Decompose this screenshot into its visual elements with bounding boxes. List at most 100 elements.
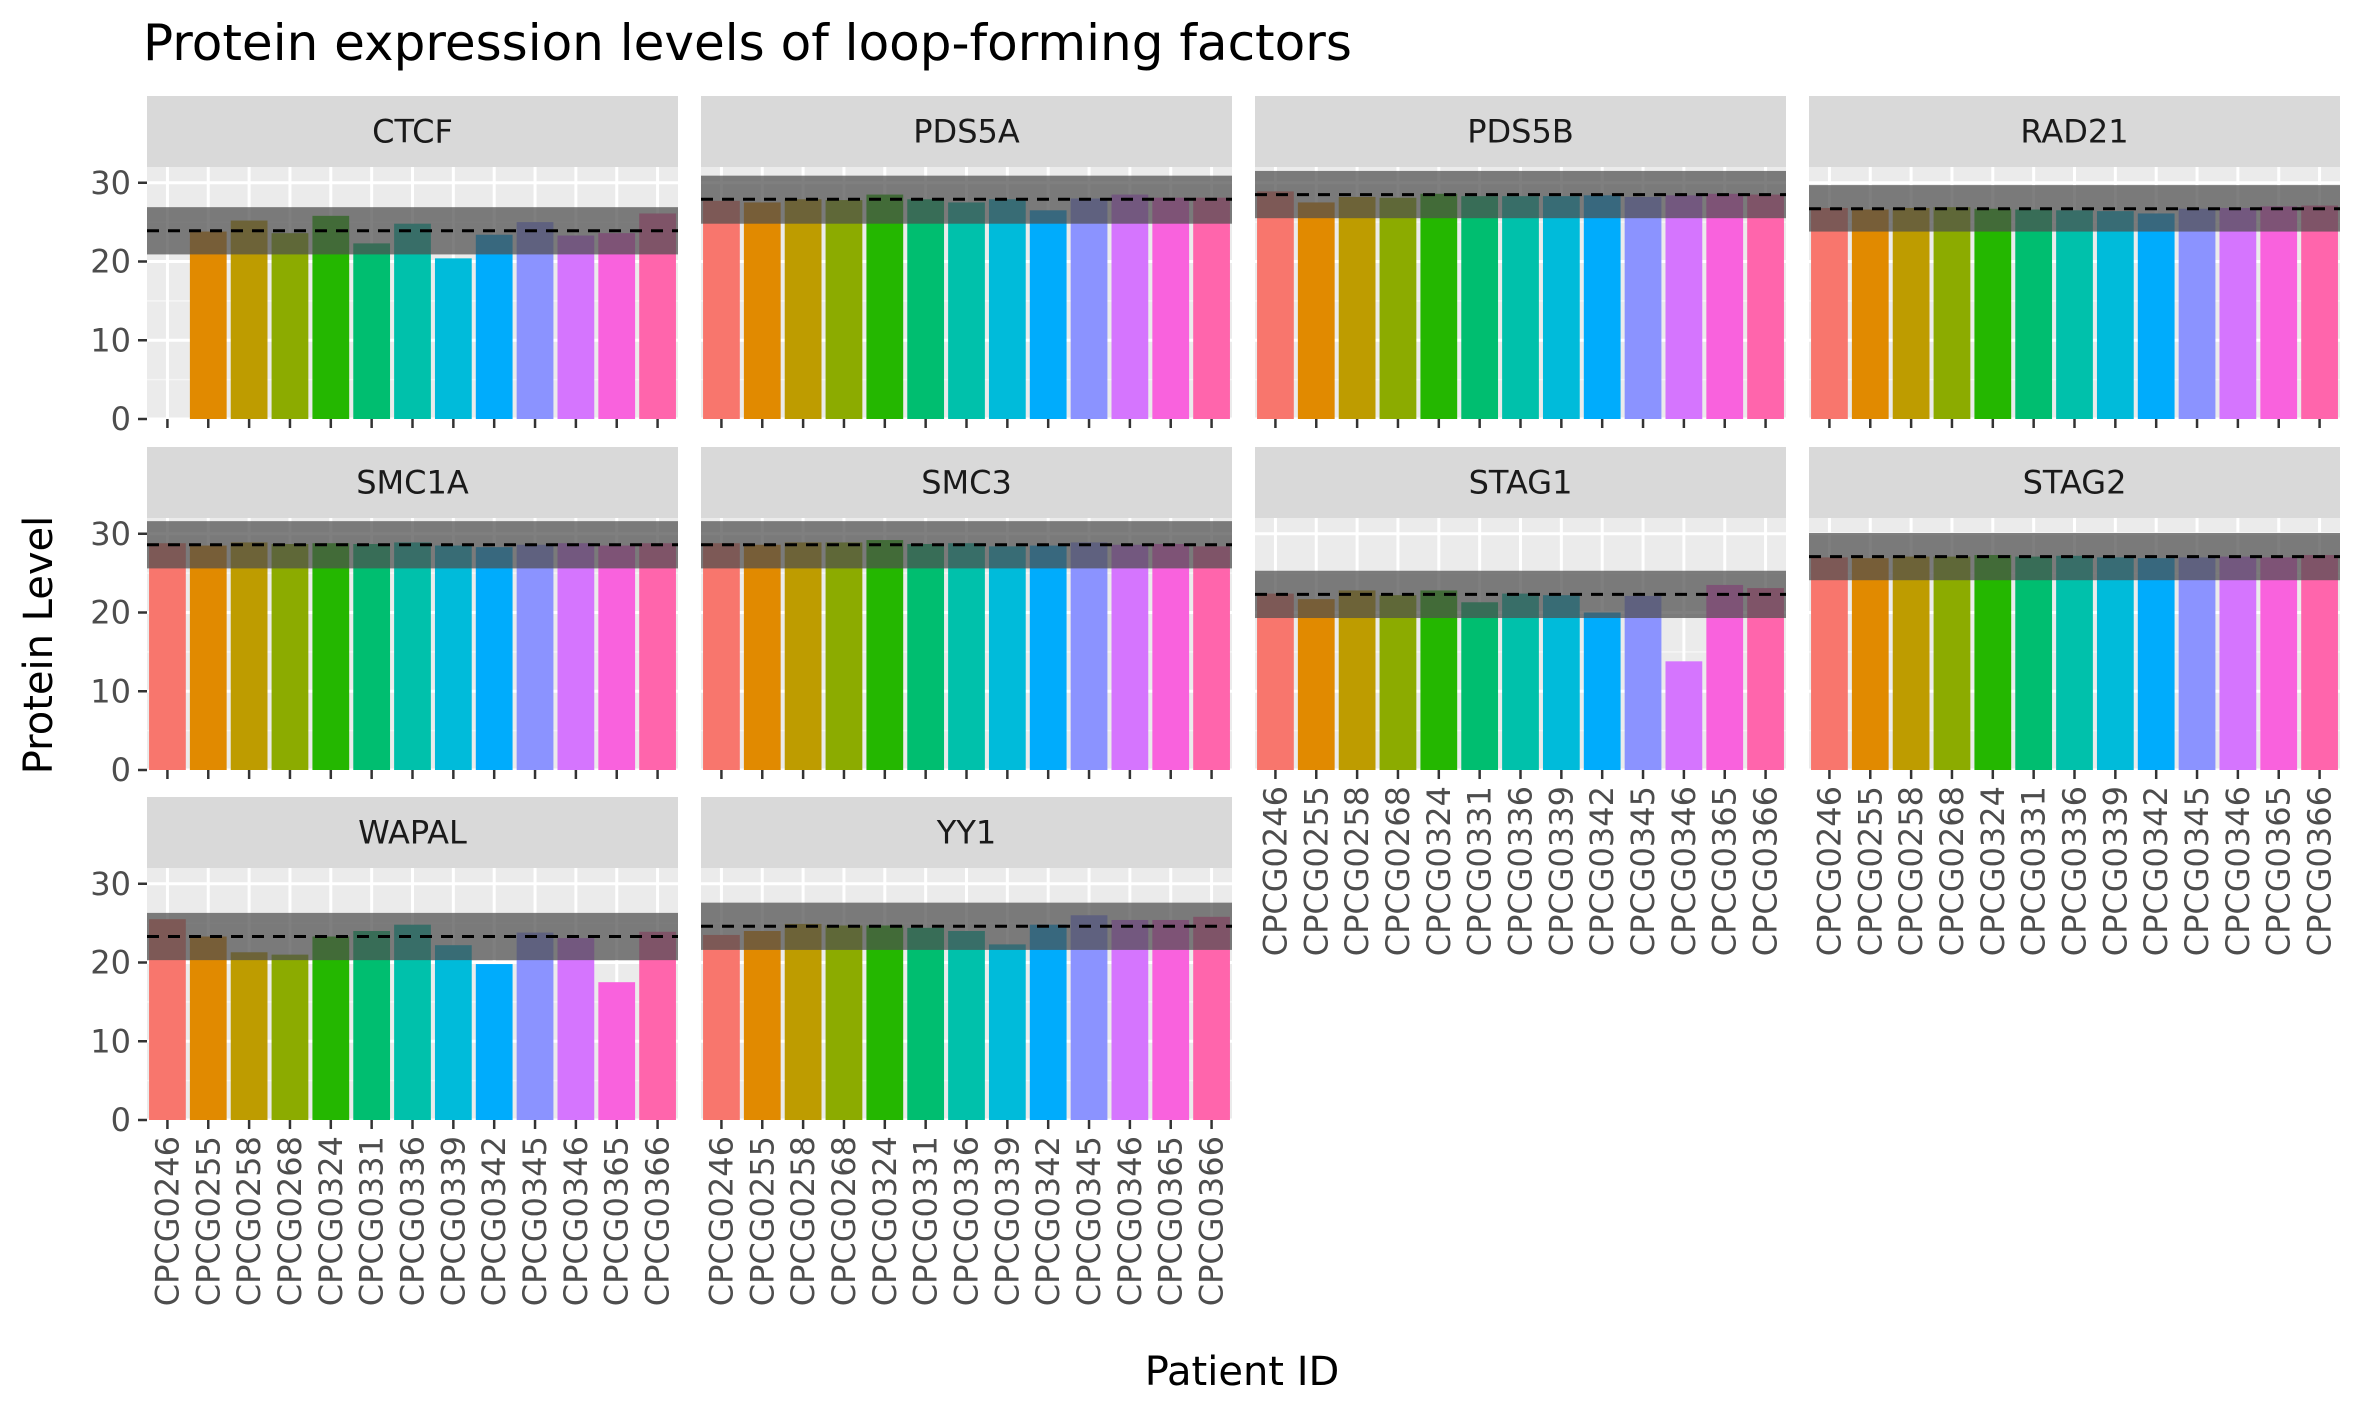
x-tick-label: CPCG0324	[312, 1136, 350, 1306]
facet-strip-label: SMC1A	[356, 464, 469, 502]
bar-cpcg0342	[475, 234, 513, 419]
y-tick-label: 0	[111, 751, 131, 789]
bar-cpcg0268	[271, 954, 309, 1120]
bar-cpcg0345	[1624, 595, 1662, 770]
bar-cpcg0258	[784, 199, 822, 419]
bar-cpcg0336	[2056, 210, 2093, 419]
bar-cpcg0324	[1974, 208, 2012, 419]
x-tick-label: CPCG0246	[148, 1136, 186, 1306]
y-tick-label: 20	[90, 944, 131, 982]
x-tick-label: CPCG0258	[230, 1136, 268, 1306]
bar-cpcg0268	[1933, 556, 1971, 770]
bar-cpcg0268	[825, 925, 863, 1120]
x-tick-label: CPCG0365	[1152, 1136, 1190, 1306]
bar-cpcg0324	[1974, 555, 2012, 770]
bar-cpcg0342	[1029, 545, 1067, 770]
y-tick-label: 0	[111, 400, 131, 438]
bar-cpcg0342	[2137, 213, 2175, 419]
bar-cpcg0365	[1152, 919, 1190, 1120]
facet-panel-smc3: SMC3	[701, 447, 1232, 779]
bar-cpcg0345	[1624, 196, 1662, 419]
bar-cpcg0331	[353, 243, 391, 419]
x-tick-label: CPCG0342	[2137, 786, 2175, 956]
bar-cpcg0255	[189, 231, 227, 419]
x-tick-label: CPCG0255	[1297, 786, 1335, 956]
bar-cpcg0324	[1420, 193, 1458, 419]
bar-cpcg0268	[825, 200, 863, 419]
x-tick-label: CPCG0336	[948, 1136, 986, 1306]
y-tick-label: 10	[90, 321, 131, 359]
x-tick-label: CPCG0345	[2178, 786, 2216, 956]
bar-cpcg0346	[1111, 194, 1149, 419]
x-tick-label: CPCG0268	[825, 1136, 863, 1306]
bar-cpcg0346	[1111, 544, 1149, 770]
x-tick-label: CPCG0345	[516, 1136, 554, 1306]
bar-cpcg0258	[230, 952, 268, 1120]
bar-cpcg0324	[866, 925, 904, 1120]
y-tick-label: 30	[90, 865, 131, 903]
facet-panel-smc1a: SMC1A 0 10 20 30	[90, 447, 678, 789]
facet-strip	[701, 447, 1232, 518]
bar-cpcg0336	[1502, 196, 1539, 419]
bar-cpcg0346	[557, 938, 595, 1120]
y-tick-label: 10	[90, 1022, 131, 1060]
bar-cpcg0268	[1379, 595, 1417, 770]
bar-cpcg0342	[1029, 924, 1067, 1120]
bar-cpcg0331	[353, 931, 391, 1120]
bar-cpcg0246	[1811, 207, 1848, 419]
bar-cpcg0246	[1811, 557, 1848, 770]
x-tick-label: CPCG0331	[1461, 786, 1499, 956]
bar-cpcg0346	[1665, 661, 1703, 770]
bar-cpcg0331	[2015, 209, 2053, 419]
facet-strip	[1809, 447, 2340, 518]
bar-cpcg0346	[557, 543, 595, 770]
bar-cpcg0366	[2301, 205, 2338, 419]
bar-cpcg0342	[1583, 195, 1621, 419]
x-tick-label: CPCG0339	[988, 1136, 1026, 1306]
facet-strip-label: PDS5B	[1467, 113, 1574, 151]
y-tick-label: 20	[90, 594, 131, 632]
bar-cpcg0255	[189, 936, 227, 1120]
x-tick-label: CPCG0339	[434, 1136, 472, 1306]
bar-cpcg0339	[2096, 211, 2134, 419]
bar-cpcg0339	[2096, 557, 2134, 770]
facet-panel-pds5b: PDS5B	[1255, 96, 1786, 428]
bar-cpcg0345	[516, 544, 554, 770]
y-tick-label: 30	[90, 164, 131, 202]
facet-panel-ctcf: CTCF 0 10 20 30	[90, 96, 678, 438]
x-tick-label: CPCG0331	[2015, 786, 2053, 956]
x-tick-label: CPCG0255	[189, 1136, 227, 1306]
bar-cpcg0345	[2178, 208, 2216, 419]
bar-cpcg0255	[1851, 209, 1889, 419]
x-tick-label: CPCG0246	[1810, 786, 1848, 956]
x-tick-label: CPCG0365	[598, 1136, 636, 1306]
x-tick-label: CPCG0268	[1379, 786, 1417, 956]
facet-strip-label: RAD21	[2020, 113, 2128, 151]
facet-strip	[1255, 447, 1786, 518]
bar-cpcg0365	[598, 545, 636, 770]
facet-panel-pds5a: PDS5A	[701, 96, 1232, 428]
bar-cpcg0365	[2260, 206, 2298, 419]
bar-cpcg0366	[1747, 588, 1784, 770]
bar-cpcg0331	[1461, 602, 1499, 770]
x-axis-title: Patient ID	[1145, 1349, 1340, 1395]
bar-cpcg0258	[1892, 207, 1930, 419]
facet-strip	[147, 797, 678, 868]
bar-cpcg0365	[1152, 197, 1190, 419]
bar-cpcg0346	[2219, 556, 2257, 770]
bar-cpcg0324	[1420, 590, 1458, 770]
facet-strip-label: STAG2	[2023, 464, 2127, 502]
x-tick-label: CPCG0331	[353, 1136, 391, 1306]
x-tick-label: CPCG0366	[2301, 786, 2339, 956]
bar-cpcg0331	[1461, 196, 1499, 419]
x-tick-label: CPCG0268	[271, 1136, 309, 1306]
facet-strip-label: PDS5A	[913, 113, 1020, 151]
bar-cpcg0345	[516, 222, 554, 419]
bar-cpcg0336	[948, 202, 985, 419]
bar-cpcg0268	[825, 542, 863, 770]
bar-cpcg0258	[1338, 590, 1376, 770]
bar-cpcg0258	[784, 542, 822, 770]
bar-cpcg0255	[743, 202, 781, 419]
